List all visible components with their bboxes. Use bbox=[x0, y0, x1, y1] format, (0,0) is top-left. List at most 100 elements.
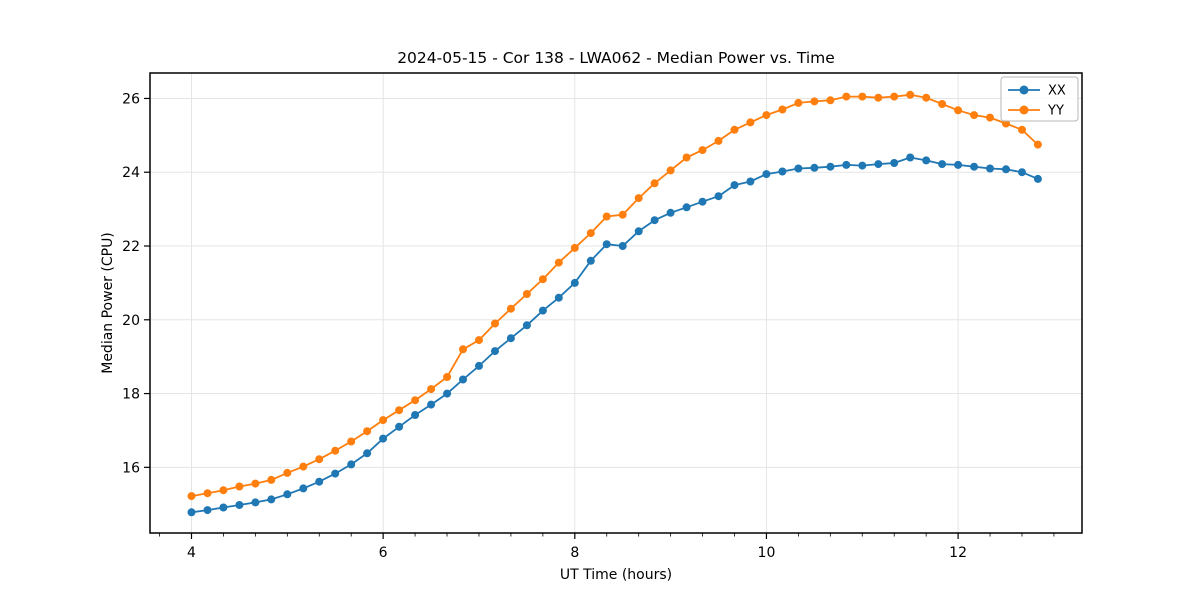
data-point bbox=[315, 455, 324, 464]
data-point bbox=[954, 160, 963, 169]
data-point bbox=[618, 242, 627, 250]
data-point bbox=[363, 449, 372, 458]
data-point bbox=[347, 437, 356, 446]
x-axis-label: UT Time (hours) bbox=[560, 567, 672, 583]
data-point bbox=[538, 306, 547, 315]
data-point bbox=[762, 170, 771, 179]
legend-entry: XX bbox=[1008, 84, 1066, 99]
data-point bbox=[251, 479, 260, 488]
legend-box bbox=[1000, 76, 1079, 122]
grid bbox=[150, 73, 1082, 533]
data-point bbox=[842, 92, 851, 101]
data-point bbox=[203, 489, 212, 498]
data-point bbox=[586, 256, 595, 265]
data-point bbox=[890, 159, 899, 167]
data-point bbox=[698, 146, 707, 155]
data-point bbox=[554, 258, 563, 267]
data-point bbox=[842, 160, 851, 169]
data-point bbox=[427, 400, 436, 409]
data-point bbox=[1033, 140, 1042, 149]
data-point bbox=[251, 498, 260, 507]
data-point bbox=[522, 321, 531, 330]
data-point bbox=[299, 484, 308, 493]
data-point bbox=[922, 93, 931, 102]
data-point bbox=[491, 347, 499, 356]
legend-marker bbox=[1019, 105, 1029, 115]
data-point bbox=[459, 375, 467, 384]
y-tick-label: 16 bbox=[122, 460, 140, 476]
data-point bbox=[730, 125, 739, 134]
data-point bbox=[443, 373, 452, 381]
data-point bbox=[554, 293, 563, 302]
data-point bbox=[602, 240, 611, 249]
data-point bbox=[922, 156, 931, 165]
y-tick-label: 22 bbox=[122, 239, 140, 255]
data-point bbox=[666, 208, 675, 217]
data-point bbox=[475, 336, 483, 345]
data-point bbox=[762, 111, 771, 120]
data-point bbox=[219, 486, 228, 495]
data-point bbox=[746, 177, 755, 186]
data-point bbox=[443, 389, 452, 398]
data-point bbox=[299, 462, 308, 471]
data-point bbox=[506, 304, 515, 313]
data-point bbox=[1018, 168, 1026, 177]
data-point bbox=[618, 210, 627, 219]
x-tick-label: 8 bbox=[570, 545, 579, 561]
data-point bbox=[970, 162, 979, 171]
data-point bbox=[858, 92, 867, 101]
y-tick-label: 18 bbox=[122, 387, 140, 403]
data-point bbox=[187, 508, 196, 517]
data-point bbox=[315, 477, 324, 486]
series-yy bbox=[187, 90, 1042, 501]
x-tick-label: 12 bbox=[949, 545, 967, 561]
data-point bbox=[650, 179, 659, 188]
data-point bbox=[810, 163, 819, 172]
data-point bbox=[682, 153, 691, 162]
data-point bbox=[698, 197, 707, 206]
data-point bbox=[379, 416, 388, 425]
data-point bbox=[970, 111, 979, 120]
chart-title: 2024-05-15 - Cor 138 - LWA062 - Median P… bbox=[397, 49, 835, 67]
data-point bbox=[235, 501, 244, 509]
data-point bbox=[794, 98, 803, 107]
data-point bbox=[826, 162, 835, 171]
data-point bbox=[459, 345, 467, 354]
data-point bbox=[714, 192, 723, 201]
data-series bbox=[187, 90, 1042, 517]
data-point bbox=[506, 334, 515, 343]
data-point bbox=[1002, 165, 1010, 174]
data-point bbox=[730, 181, 739, 190]
data-point bbox=[283, 468, 292, 477]
x-tick-label: 4 bbox=[187, 545, 196, 561]
data-point bbox=[890, 92, 899, 101]
axis-ticks bbox=[144, 97, 1055, 539]
data-point bbox=[187, 492, 196, 501]
data-point bbox=[411, 396, 420, 405]
data-point bbox=[778, 105, 787, 114]
data-point bbox=[826, 96, 835, 105]
data-point bbox=[379, 434, 388, 443]
data-point bbox=[331, 446, 340, 455]
data-point bbox=[650, 216, 659, 225]
data-point bbox=[938, 100, 947, 108]
data-point bbox=[906, 153, 915, 162]
data-point bbox=[395, 422, 404, 431]
data-point bbox=[602, 212, 611, 221]
data-point bbox=[203, 506, 212, 515]
tick-labels: 4 6 8 10 12 16 18 20 22 24 26 bbox=[122, 91, 967, 561]
data-point bbox=[938, 160, 947, 169]
x-tick-label: 6 bbox=[379, 545, 388, 561]
data-point bbox=[986, 164, 994, 173]
y-tick-label: 20 bbox=[122, 313, 140, 329]
data-point bbox=[778, 167, 787, 176]
y-tick-label: 26 bbox=[122, 91, 140, 107]
data-point bbox=[1018, 125, 1026, 134]
data-point bbox=[666, 166, 675, 175]
data-point bbox=[491, 319, 499, 328]
data-point bbox=[906, 90, 915, 99]
data-point bbox=[682, 203, 691, 212]
data-point bbox=[1033, 174, 1042, 183]
